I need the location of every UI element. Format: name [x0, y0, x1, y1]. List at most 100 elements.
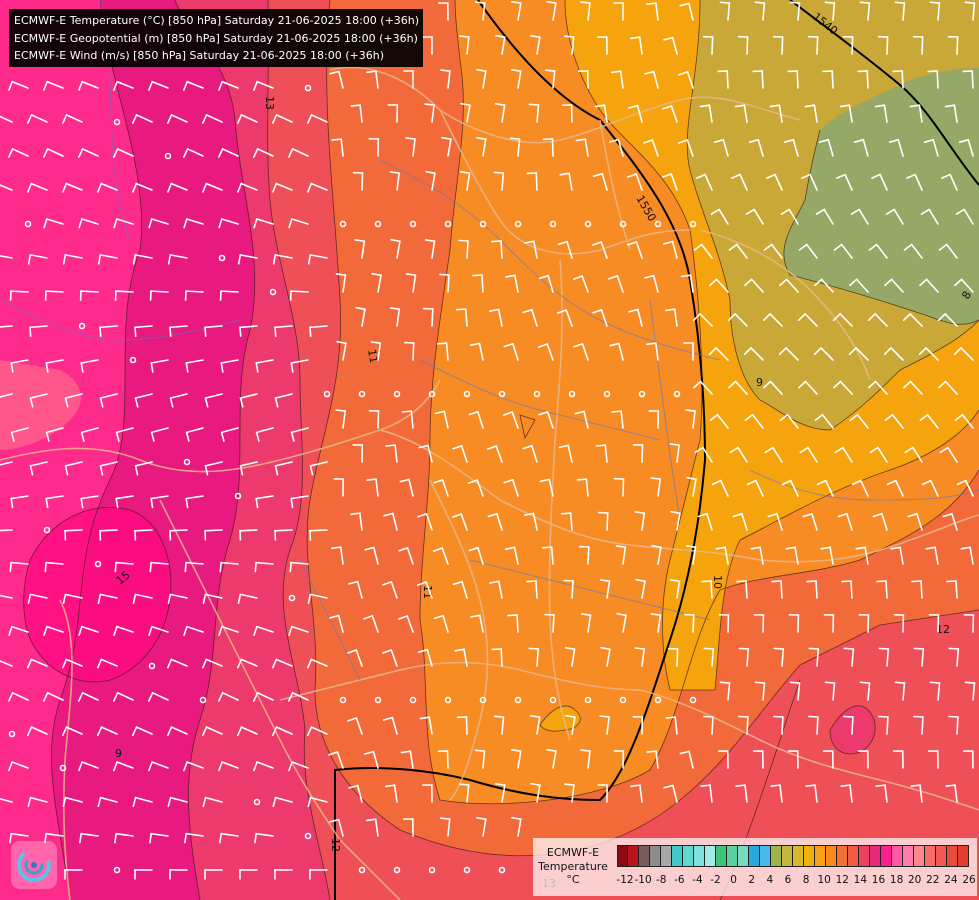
wind-barb — [0, 115, 13, 123]
wind-barb — [441, 136, 452, 157]
wind-barb — [709, 278, 729, 293]
legend-tick-label: -6 — [674, 874, 685, 886]
wind-barb — [62, 796, 83, 808]
title-wind: ECMWF-E Wind (m/s) [850 hPa] Saturday 21… — [14, 49, 384, 62]
geopotential-lines — [334, 0, 979, 900]
wind-barb — [253, 218, 274, 229]
wind-barb — [662, 104, 678, 123]
legend-swatch — [826, 845, 837, 867]
wind-barb — [578, 70, 589, 89]
wind-barb — [813, 346, 834, 361]
wind-barb — [789, 681, 801, 701]
wind-barb — [272, 796, 293, 808]
wind-barb — [629, 36, 643, 55]
wind-barb — [735, 784, 748, 803]
wind-barb — [868, 243, 888, 259]
wind-barb — [913, 715, 924, 735]
wind-barb — [274, 325, 293, 337]
wind-barb — [45, 359, 64, 373]
wind-barb — [628, 104, 643, 123]
wind-barb — [99, 325, 118, 337]
wind-barb — [45, 427, 64, 442]
legend-swatch — [771, 845, 782, 867]
legend-swatch — [914, 845, 925, 867]
wind-barb — [204, 393, 223, 408]
legend-swatch — [705, 845, 716, 867]
wind-barb — [0, 529, 13, 532]
wind-barb — [669, 443, 680, 463]
wind-barb — [417, 512, 433, 531]
wind-barb — [867, 312, 888, 327]
wind-barb — [78, 147, 99, 158]
wind-barb — [97, 182, 118, 193]
wind-barb — [239, 529, 258, 541]
wind-barb — [460, 102, 471, 123]
wind-barb — [474, 749, 486, 769]
wind-barb — [62, 726, 83, 737]
wind-barb — [476, 817, 487, 837]
wind-calm-marker — [654, 220, 662, 228]
temperature-field-13-east — [720, 623, 979, 900]
wind-barb — [405, 273, 417, 293]
legend-tick-label: 10 — [817, 874, 831, 886]
wind-barb — [403, 818, 414, 837]
title-temperature: ECMWF-E Temperature (°C) [850 hPa] Satur… — [14, 14, 420, 27]
wind-barb — [703, 715, 714, 735]
wind-barb — [113, 760, 134, 772]
wind-barb — [956, 479, 974, 497]
wind-barb — [884, 278, 904, 293]
wind-barb — [573, 274, 589, 293]
wind-barb — [718, 614, 730, 633]
wind-barb — [44, 561, 64, 573]
wind-barb — [433, 478, 449, 497]
wind-barb — [97, 593, 118, 604]
wind-barb — [149, 832, 169, 844]
wind-barb — [307, 253, 328, 265]
wind-barb — [134, 529, 153, 541]
legend-swatch — [661, 845, 672, 867]
wind-barb — [530, 782, 541, 803]
wind-barb — [802, 512, 818, 531]
wind-barb — [511, 749, 522, 769]
wind-barb — [938, 380, 958, 395]
wind-barb — [859, 681, 871, 701]
wind-barb — [616, 612, 627, 633]
wind-barb — [185, 495, 204, 509]
wind-calm-marker — [638, 390, 646, 398]
wind-barb — [80, 427, 99, 442]
wind-barb — [678, 70, 694, 89]
wind-barb — [719, 681, 731, 701]
wind-barb — [597, 36, 608, 55]
wind-barb — [113, 691, 134, 702]
wind-barb — [470, 614, 484, 633]
wind-barb — [29, 461, 48, 476]
wind-barb — [219, 832, 239, 844]
wind-barb — [134, 869, 153, 880]
wind-barb — [833, 380, 853, 395]
wind-barb — [699, 104, 713, 123]
wind-barb — [387, 104, 399, 123]
wind-barb — [288, 691, 309, 702]
wind-barb — [8, 760, 29, 772]
wind-barb — [841, 580, 853, 599]
legend-swatch — [683, 845, 694, 867]
legend-title-line-3: °C — [566, 873, 580, 886]
wind-barb — [929, 1, 941, 21]
legend-swatch — [716, 845, 727, 867]
wind-barb — [167, 593, 188, 604]
wind-barb — [580, 749, 591, 769]
wind-barb — [422, 36, 433, 55]
wind-calm-marker — [549, 220, 557, 228]
wind-barb — [290, 427, 309, 442]
wind-barb — [921, 479, 939, 497]
wind-barb — [958, 138, 974, 157]
wind-barb — [148, 80, 169, 91]
wind-barb — [613, 477, 625, 497]
wind-barb — [541, 546, 554, 565]
wind-barb — [542, 138, 554, 157]
wind-barb — [10, 495, 29, 509]
wind-barb — [563, 579, 574, 599]
wind-barb — [364, 750, 379, 769]
legend-swatch — [925, 845, 936, 867]
